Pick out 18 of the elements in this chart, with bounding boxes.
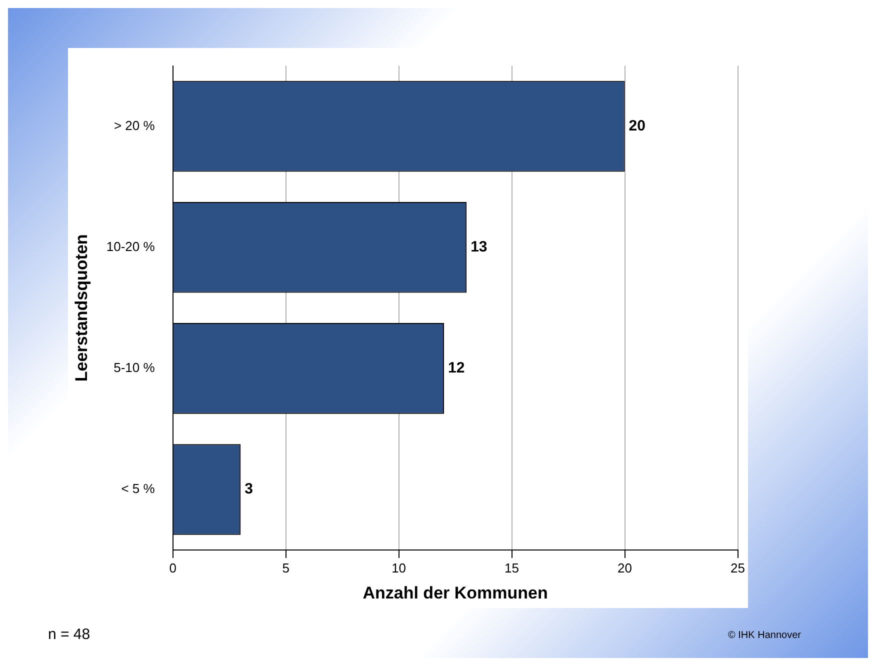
x-axis-title: Anzahl der Kommunen	[362, 583, 548, 602]
y-axis-title: Leerstandsquoten	[72, 234, 91, 382]
x-tick-label: 25	[730, 560, 746, 576]
data-label: 20	[628, 117, 646, 134]
x-tick-label: 20	[618, 560, 632, 576]
y-tick-label: < 5 %	[121, 481, 156, 496]
data-label: 12	[448, 360, 465, 377]
data-label: 3	[244, 480, 253, 498]
text: n = 48	[48, 626, 90, 643]
y-tick-label: 10-20 %	[106, 238, 156, 254]
data-label: 13	[470, 238, 488, 256]
x-tick-label: 10	[392, 560, 406, 576]
text: © IHK Hannover	[728, 630, 801, 641]
x-tick-label: 15	[504, 560, 520, 576]
x-tick-label: 0	[169, 560, 176, 576]
y-tick-label: > 20 %	[114, 118, 156, 133]
x-tick-label: 5	[282, 560, 290, 576]
y-tick-label: 5-10 %	[114, 360, 156, 376]
